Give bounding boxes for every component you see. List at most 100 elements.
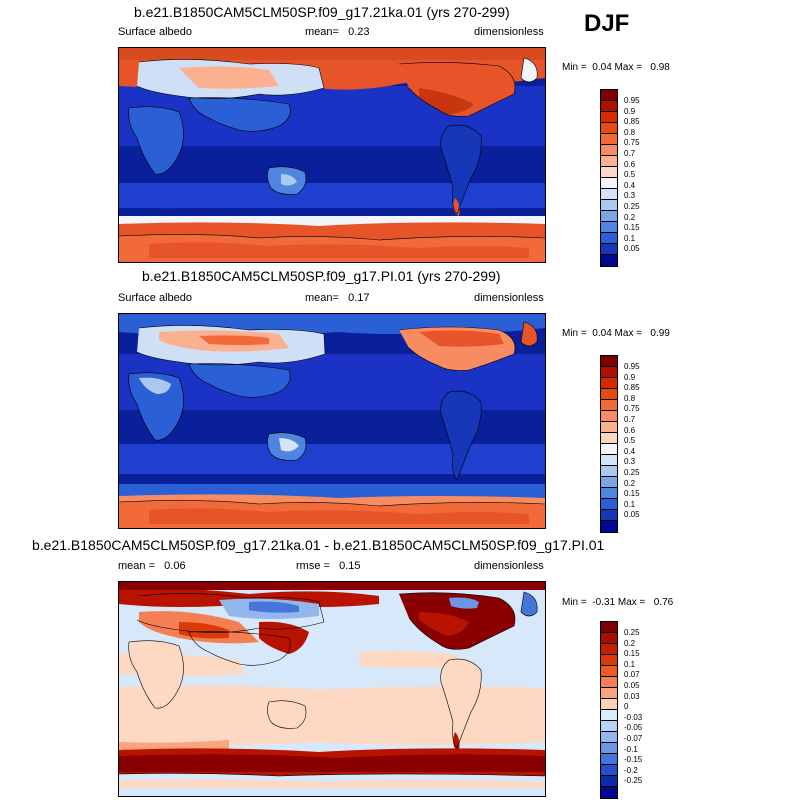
panel1-cbar-swatch (601, 112, 617, 123)
panel1-cbar-swatch (601, 233, 617, 244)
panel3-cbar-swatch (601, 721, 617, 732)
panel3-colorbar (600, 621, 618, 799)
cbar-label: 0.5 (624, 170, 636, 180)
panel1-title: b.e21.B1850CAM5CLM50SP.f09_g17.21ka.01 (… (134, 4, 510, 20)
panel3-cbar-swatch (601, 666, 617, 677)
panel1-cbar-swatch (601, 244, 617, 255)
panel2-cbar-swatch (601, 389, 617, 400)
cbar-label: -0.25 (624, 776, 643, 786)
cbar-label: 0.9 (624, 372, 636, 382)
cbar-label: 0.07 (624, 670, 640, 680)
cbar-label: 0.95 (624, 96, 640, 105)
panel1-cbar-swatch (601, 90, 617, 101)
panel3-minmax: Min = -0.31 Max = 0.76 (562, 597, 674, 608)
panel1-cbar-swatch (601, 200, 617, 211)
panel1-units: dimensionless (474, 26, 544, 38)
panel3-units: dimensionless (474, 560, 544, 572)
panel2-cbar-swatch (601, 411, 617, 422)
panel2-cbar-swatch (601, 400, 617, 411)
panel2-title: b.e21.B1850CAM5CLM50SP.f09_g17.PI.01 (yr… (142, 268, 501, 284)
panel3-mean-label: mean = 0.06 (118, 560, 186, 572)
panel1-cbar-swatch (601, 145, 617, 156)
panel1-cbar-swatch (601, 156, 617, 167)
panel3-cbar-swatch (601, 754, 617, 765)
cbar-label: 0.6 (624, 159, 636, 169)
panel3-cbar-swatch (601, 732, 617, 743)
cbar-label: 0.8 (624, 393, 636, 403)
panel1-cbar-swatch (601, 189, 617, 200)
cbar-label: 0.03 (624, 691, 640, 701)
panel1-cbar-swatch (601, 222, 617, 233)
panel3-cbar-swatch (601, 776, 617, 787)
panel3-cbar-swatch (601, 644, 617, 655)
panel1-minmax: Min = 0.04 Max = 0.98 (562, 62, 670, 73)
cbar-label: 0.5 (624, 436, 636, 446)
panel2-cbar-swatch (601, 455, 617, 466)
panel3-cbar-swatch (601, 677, 617, 688)
panel2-cbar-swatch (601, 521, 617, 532)
panel1-cbar-swatch (601, 123, 617, 134)
panel1-cbar-swatch (601, 255, 617, 266)
panel2-cbar-swatch (601, 488, 617, 499)
cbar-label: 0.2 (624, 212, 636, 222)
cbar-label: -0.03 (624, 712, 643, 722)
cbar-label: 0.2 (624, 638, 636, 648)
cbar-label: 0.7 (624, 415, 636, 424)
panel2-cbar-swatch (601, 422, 617, 433)
cbar-label: 0.1 (624, 499, 636, 509)
panel3-cbar-swatch (601, 765, 617, 776)
panel1-colorbar (600, 89, 618, 267)
cbar-label: -0.1 (624, 744, 638, 754)
cbar-label: 0.4 (624, 446, 636, 456)
panel2-cbar-swatch (601, 433, 617, 444)
panel1-cbar-swatch (601, 211, 617, 222)
cbar-label: 0 (624, 702, 629, 712)
panel3-map (118, 581, 546, 797)
panel1-cbar-swatch (601, 134, 617, 145)
cbar-label: 0.8 (624, 127, 636, 137)
cbar-label: 0.15 (624, 489, 640, 499)
cbar-label: 0.15 (624, 223, 640, 233)
panel1-map (118, 47, 546, 263)
cbar-label: 0.3 (624, 191, 636, 201)
cbar-label: 0.75 (624, 404, 640, 414)
cbar-label: -0.05 (624, 723, 643, 733)
panel2-cbar-swatch (601, 477, 617, 488)
cbar-label: 0.95 (624, 362, 640, 371)
panel2-mean-label: mean= 0.17 (305, 292, 370, 304)
panel2-cbar-swatch (601, 367, 617, 378)
panel2-map (118, 313, 546, 529)
panel2-units: dimensionless (474, 292, 544, 304)
cbar-label: 0.15 (624, 649, 640, 659)
cbar-label: -0.07 (624, 734, 643, 743)
panel3-cbar-swatch (601, 710, 617, 721)
panel2-colorbar (600, 355, 618, 533)
cbar-label: 0.1 (624, 659, 636, 669)
panel2-minmax: Min = 0.04 Max = 0.99 (562, 328, 670, 339)
cbar-label: 0.2 (624, 478, 636, 488)
cbar-label: 0.25 (624, 468, 640, 477)
cbar-label: 0.25 (624, 202, 640, 211)
cbar-label: -0.2 (624, 765, 638, 775)
panel3-cbar-swatch (601, 688, 617, 699)
panel1-mean-label: mean= 0.23 (305, 26, 370, 38)
panel2-cbar-swatch (601, 466, 617, 477)
panel3-cbar-swatch (601, 633, 617, 644)
panel3-title: b.e21.B1850CAM5CLM50SP.f09_g17.21ka.01 -… (32, 537, 605, 553)
panel1-variable-label: Surface albedo (118, 26, 192, 38)
panel1-cbar-swatch (601, 167, 617, 178)
panel3-cbar-swatch (601, 655, 617, 666)
panel2-cbar-swatch (601, 378, 617, 389)
cbar-label: 0.1 (624, 233, 636, 243)
cbar-label: 0.75 (624, 138, 640, 148)
panel3-cbar-swatch (601, 743, 617, 754)
panel3-rmse-label: rmse = 0.15 (296, 560, 361, 572)
panel2-cbar-swatch (601, 510, 617, 521)
panel2-variable-label: Surface albedo (118, 292, 192, 304)
panel2-cbar-swatch (601, 444, 617, 455)
cbar-label: 0.05 (624, 244, 640, 254)
panel1-cbar-swatch (601, 101, 617, 112)
cbar-label: 0.85 (624, 117, 640, 127)
cbar-label: 0.9 (624, 106, 636, 116)
panel3-cbar-swatch (601, 622, 617, 633)
